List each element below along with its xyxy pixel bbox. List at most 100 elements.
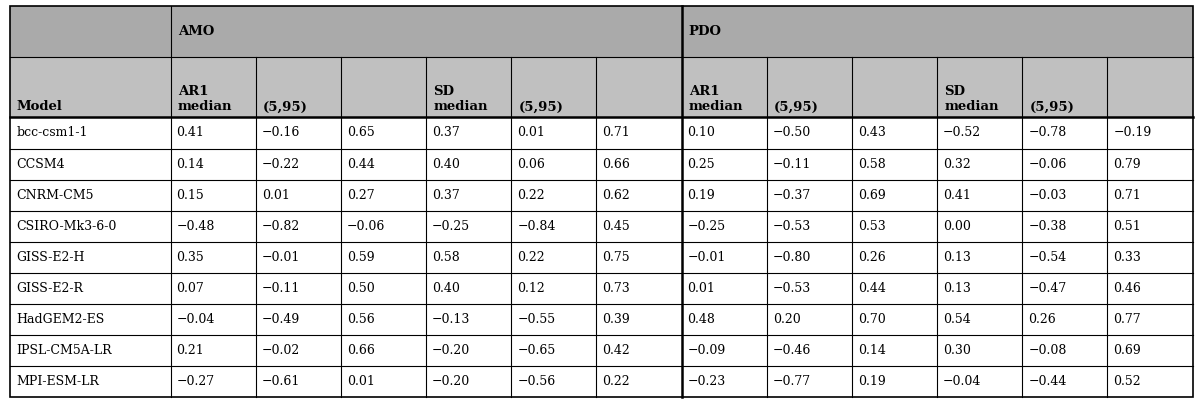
Text: −0.55: −0.55 xyxy=(517,313,556,326)
Bar xyxy=(511,366,596,397)
Text: 0.00: 0.00 xyxy=(943,220,972,233)
Text: −0.84: −0.84 xyxy=(517,220,556,233)
Text: Model: Model xyxy=(17,100,62,113)
Bar xyxy=(852,366,937,397)
Text: −0.25: −0.25 xyxy=(433,220,470,233)
Bar xyxy=(427,273,511,304)
Bar xyxy=(767,211,852,242)
Bar xyxy=(1022,57,1108,117)
Bar xyxy=(511,117,596,149)
Text: −0.09: −0.09 xyxy=(687,344,725,357)
Text: bcc-csm1-1: bcc-csm1-1 xyxy=(17,127,88,139)
Bar xyxy=(1108,242,1193,273)
Text: 0.32: 0.32 xyxy=(943,158,970,170)
Text: −0.04: −0.04 xyxy=(943,375,981,388)
Bar xyxy=(341,149,427,180)
Bar xyxy=(596,366,681,397)
Bar xyxy=(10,335,171,366)
Text: −0.01: −0.01 xyxy=(687,251,725,264)
Text: −0.50: −0.50 xyxy=(773,127,811,139)
Text: 0.59: 0.59 xyxy=(347,251,374,264)
Bar xyxy=(171,6,681,57)
Bar xyxy=(681,366,767,397)
Text: MPI-ESM-LR: MPI-ESM-LR xyxy=(17,375,99,388)
Bar xyxy=(767,117,852,149)
Bar xyxy=(596,149,681,180)
Bar xyxy=(596,117,681,149)
Bar xyxy=(681,117,767,149)
Text: −0.47: −0.47 xyxy=(1028,282,1066,295)
Bar xyxy=(596,242,681,273)
Bar xyxy=(1022,117,1108,149)
Bar xyxy=(767,242,852,273)
Text: 0.46: 0.46 xyxy=(1114,282,1141,295)
Bar xyxy=(852,180,937,211)
Text: HadGEM2-ES: HadGEM2-ES xyxy=(17,313,105,326)
Bar xyxy=(256,304,341,335)
Bar xyxy=(256,149,341,180)
Text: PDO: PDO xyxy=(688,25,722,38)
Bar xyxy=(1022,211,1108,242)
Text: (5,95): (5,95) xyxy=(1029,100,1074,113)
Text: 0.13: 0.13 xyxy=(943,282,972,295)
Text: 0.19: 0.19 xyxy=(858,375,885,388)
Text: −0.04: −0.04 xyxy=(177,313,215,326)
Text: AMO: AMO xyxy=(178,25,214,38)
Text: 0.42: 0.42 xyxy=(602,344,630,357)
Bar xyxy=(10,242,171,273)
Bar xyxy=(10,211,171,242)
Bar xyxy=(681,6,1193,57)
Bar xyxy=(256,117,341,149)
Bar xyxy=(596,273,681,304)
Text: −0.77: −0.77 xyxy=(773,375,811,388)
Text: 0.01: 0.01 xyxy=(262,189,289,202)
Bar xyxy=(767,149,852,180)
Text: −0.78: −0.78 xyxy=(1028,127,1066,139)
Text: 0.54: 0.54 xyxy=(943,313,970,326)
Bar xyxy=(1108,57,1193,117)
Text: 0.33: 0.33 xyxy=(1114,251,1141,264)
Text: 0.10: 0.10 xyxy=(687,127,716,139)
Bar xyxy=(171,335,256,366)
Bar xyxy=(681,57,767,117)
Text: −0.52: −0.52 xyxy=(943,127,981,139)
Bar xyxy=(1108,149,1193,180)
Bar xyxy=(937,242,1022,273)
Bar xyxy=(1108,335,1193,366)
Text: 0.69: 0.69 xyxy=(858,189,885,202)
Bar xyxy=(1022,366,1108,397)
Text: 0.50: 0.50 xyxy=(347,282,374,295)
Bar xyxy=(1108,211,1193,242)
Bar xyxy=(427,304,511,335)
Bar xyxy=(427,57,511,117)
Text: −0.44: −0.44 xyxy=(1028,375,1067,388)
Bar xyxy=(10,366,171,397)
Text: 0.39: 0.39 xyxy=(602,313,630,326)
Text: AR1
median: AR1 median xyxy=(178,85,232,113)
Bar xyxy=(171,211,256,242)
Text: −0.65: −0.65 xyxy=(517,344,556,357)
Text: −0.56: −0.56 xyxy=(517,375,556,388)
Text: 0.06: 0.06 xyxy=(517,158,545,170)
Text: 0.01: 0.01 xyxy=(517,127,545,139)
Text: 0.56: 0.56 xyxy=(347,313,374,326)
Bar xyxy=(511,211,596,242)
Bar xyxy=(10,6,171,57)
Text: 0.65: 0.65 xyxy=(347,127,374,139)
Bar xyxy=(1022,335,1108,366)
Bar xyxy=(1022,180,1108,211)
Text: −0.48: −0.48 xyxy=(177,220,215,233)
Bar xyxy=(341,366,427,397)
Bar xyxy=(10,149,171,180)
Text: 0.26: 0.26 xyxy=(858,251,885,264)
Text: −0.01: −0.01 xyxy=(262,251,300,264)
Bar xyxy=(10,117,171,149)
Text: 0.70: 0.70 xyxy=(858,313,885,326)
Bar xyxy=(937,117,1022,149)
Bar xyxy=(596,57,681,117)
Bar xyxy=(937,273,1022,304)
Bar xyxy=(341,117,427,149)
Text: −0.38: −0.38 xyxy=(1028,220,1067,233)
Bar xyxy=(427,242,511,273)
Bar xyxy=(1108,273,1193,304)
